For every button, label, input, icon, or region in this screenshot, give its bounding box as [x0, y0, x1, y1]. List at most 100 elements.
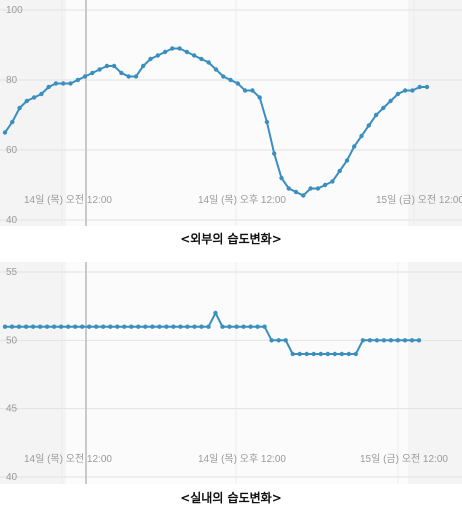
x-tick-label: 14일 (목) 오후 12:00	[198, 453, 286, 465]
data-point	[206, 324, 211, 329]
data-point	[162, 49, 168, 55]
data-point	[337, 168, 342, 174]
data-point	[141, 63, 146, 69]
data-point	[143, 324, 148, 329]
data-point	[17, 105, 22, 111]
data-point	[248, 324, 253, 329]
data-point	[122, 324, 127, 329]
data-point	[136, 324, 141, 329]
y-tick-label: 60	[6, 145, 18, 156]
data-point	[192, 53, 197, 58]
data-point	[101, 324, 106, 329]
data-point	[339, 351, 344, 357]
data-point	[206, 60, 211, 65]
data-point	[82, 74, 88, 79]
data-point	[395, 338, 401, 343]
data-point	[37, 324, 43, 329]
outdoor-chart-caption: <외부의 습도변화>	[180, 232, 282, 246]
data-point	[293, 189, 299, 195]
data-point	[297, 351, 302, 357]
data-point	[129, 324, 134, 329]
data-point	[16, 324, 22, 329]
data-point	[148, 56, 153, 62]
data-point	[374, 338, 380, 343]
data-point	[262, 324, 267, 329]
data-point	[242, 88, 248, 93]
data-point	[241, 324, 246, 329]
x-tick-label: 14일 (목) 오전 12:00	[24, 453, 112, 465]
data-point	[94, 324, 99, 329]
data-point	[255, 324, 260, 329]
data-point	[381, 105, 386, 111]
data-point	[353, 351, 358, 357]
data-point	[366, 123, 371, 128]
data-point	[44, 324, 50, 329]
data-point	[199, 56, 204, 62]
outdoor-humidity-chart: 40 60 80 100 14일 (목) 오전 12:00 14일 (목) 오후 12:0…	[0, 0, 462, 226]
data-point	[344, 158, 350, 163]
data-point	[39, 91, 44, 97]
data-point	[157, 324, 162, 329]
data-point	[286, 186, 291, 191]
data-point	[346, 351, 351, 357]
plot-highlight-band	[66, 262, 408, 484]
y-tick-label: 45	[6, 404, 18, 415]
data-point	[403, 88, 408, 93]
data-point	[315, 186, 321, 191]
data-point	[290, 351, 295, 357]
data-point	[276, 338, 281, 343]
data-point	[325, 351, 330, 357]
data-point	[171, 324, 176, 329]
data-point	[24, 98, 29, 104]
data-point	[2, 324, 8, 329]
y-tick-label: 100	[6, 5, 23, 16]
data-point	[87, 324, 92, 329]
data-point	[97, 67, 102, 72]
data-point	[322, 182, 328, 188]
data-point	[178, 324, 183, 329]
data-point	[410, 88, 415, 93]
data-point	[235, 81, 240, 86]
data-point	[213, 310, 218, 316]
x-tick-label: 15일 (금) 오전 12:00	[360, 453, 448, 465]
data-point	[250, 88, 255, 93]
data-point	[279, 175, 284, 181]
data-point	[53, 81, 59, 86]
data-point	[104, 63, 110, 69]
data-point	[119, 70, 124, 76]
data-point	[367, 338, 373, 343]
data-point	[308, 186, 313, 191]
data-point	[395, 91, 401, 97]
indoor-humidity-chart: 40 45 50 55 14일 (목) 오전 12:00 14일 (목) 오후 12:00…	[0, 262, 462, 484]
data-point	[417, 84, 422, 90]
y-tick-label: 80	[6, 75, 18, 86]
data-point	[9, 324, 15, 329]
data-point	[409, 338, 415, 343]
data-point	[416, 338, 422, 343]
data-point	[126, 74, 131, 79]
data-point	[46, 84, 51, 90]
data-point	[264, 119, 270, 125]
data-point	[170, 46, 175, 51]
data-point	[227, 324, 232, 329]
data-point	[58, 324, 64, 329]
data-point	[402, 338, 408, 343]
data-point	[388, 98, 393, 104]
data-point	[213, 67, 219, 72]
data-point	[111, 63, 117, 69]
x-tick-label: 15일 (금) 오전 12:00	[376, 194, 462, 206]
data-point	[332, 351, 337, 357]
data-point	[184, 49, 190, 55]
data-point	[234, 324, 239, 329]
data-point	[352, 144, 357, 149]
data-point	[2, 130, 8, 135]
data-point	[80, 324, 85, 329]
x-tick-label: 14일 (목) 오후 12:00	[198, 194, 286, 206]
data-point	[115, 324, 120, 329]
data-point	[373, 112, 379, 118]
data-point	[257, 95, 262, 100]
data-point	[424, 84, 430, 90]
data-point	[61, 81, 66, 86]
x-tick-label: 14일 (목) 오전 12:00	[24, 194, 112, 206]
data-point	[330, 179, 335, 184]
